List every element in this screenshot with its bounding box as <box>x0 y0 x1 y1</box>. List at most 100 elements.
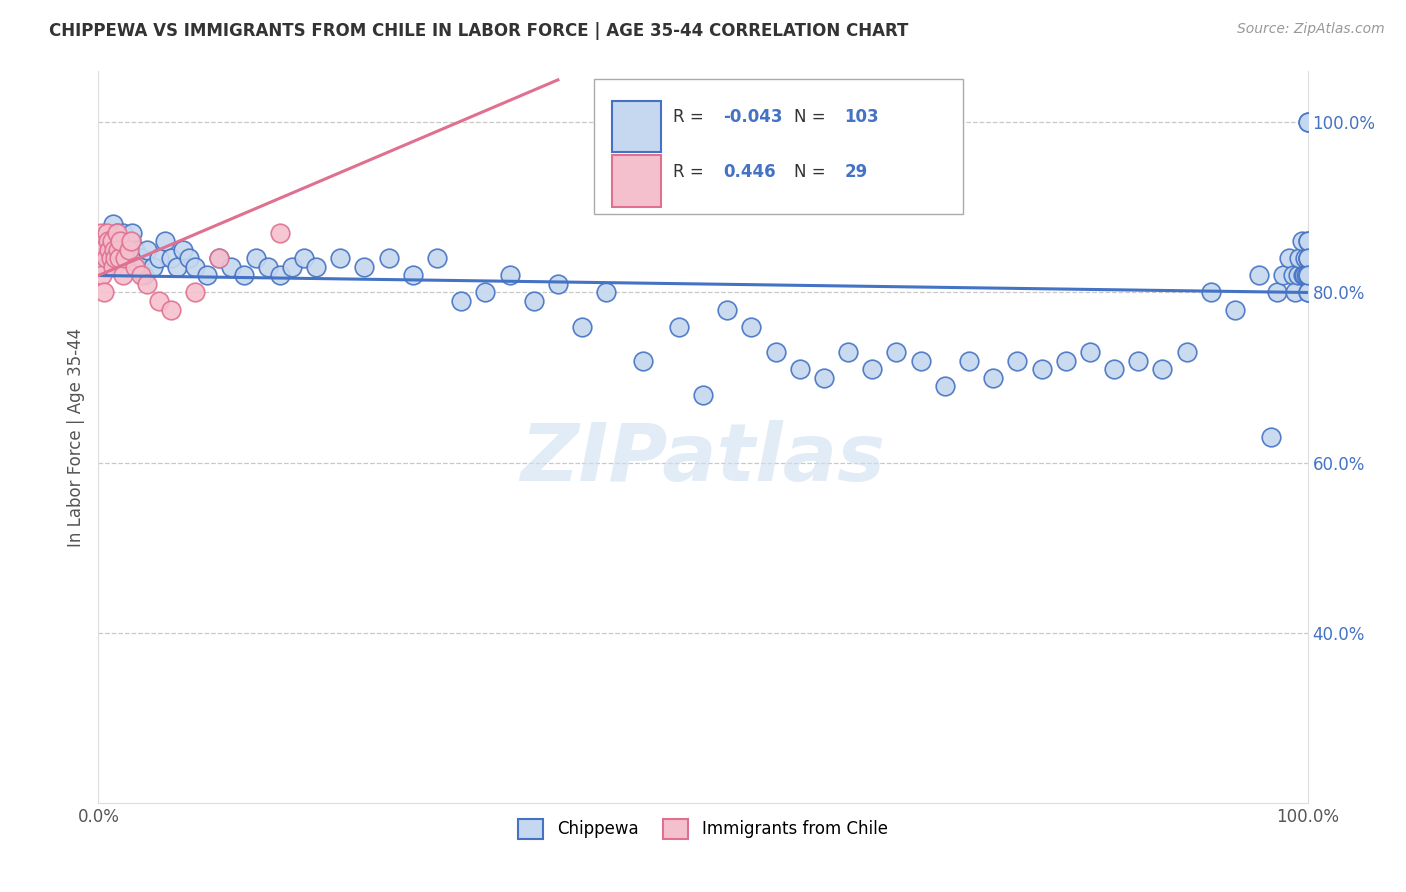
Point <box>104 252 127 266</box>
Text: ZIPatlas: ZIPatlas <box>520 420 886 498</box>
Point <box>118 243 141 257</box>
Point <box>256 260 278 274</box>
Point <box>93 285 115 300</box>
Point <box>148 293 170 308</box>
Point <box>571 319 593 334</box>
Point <box>245 252 267 266</box>
Point <box>292 252 315 266</box>
Point <box>160 252 183 266</box>
Point <box>474 285 496 300</box>
Point <box>135 277 157 291</box>
Point <box>1267 285 1289 300</box>
Point <box>1296 268 1319 283</box>
Point <box>105 226 128 240</box>
Point <box>353 260 375 274</box>
Point <box>1296 252 1319 266</box>
Y-axis label: In Labor Force | Age 35-44: In Labor Force | Age 35-44 <box>66 327 84 547</box>
Point <box>98 243 121 257</box>
Point <box>103 235 125 249</box>
Point <box>1296 115 1319 129</box>
Point <box>101 260 124 274</box>
Text: 103: 103 <box>845 108 879 126</box>
Point <box>105 226 128 240</box>
Point <box>1260 430 1282 444</box>
Point <box>100 252 122 266</box>
Point <box>97 235 120 249</box>
Point <box>121 226 143 240</box>
Point <box>1296 235 1319 249</box>
Point <box>269 226 291 240</box>
Point <box>957 353 980 368</box>
Point <box>981 370 1004 384</box>
Point <box>184 285 207 300</box>
Point <box>789 362 811 376</box>
Text: 0.446: 0.446 <box>724 163 776 181</box>
Point <box>910 353 932 368</box>
Point <box>115 243 138 257</box>
Point <box>232 268 254 283</box>
Point <box>114 260 136 274</box>
Text: R =: R = <box>672 108 703 126</box>
Point <box>114 252 136 266</box>
Point <box>1296 115 1319 129</box>
Point <box>716 302 738 317</box>
Point <box>595 285 617 300</box>
Point <box>148 252 170 266</box>
Point <box>94 252 117 266</box>
Point <box>108 243 131 257</box>
Point <box>1292 268 1315 283</box>
Point <box>547 277 569 291</box>
Point <box>1054 353 1077 368</box>
Point <box>1031 362 1053 376</box>
Point <box>1294 252 1316 266</box>
Point <box>329 252 352 266</box>
Point <box>179 252 201 266</box>
Point <box>631 353 654 368</box>
Point <box>1295 268 1317 283</box>
Point <box>498 268 520 283</box>
Point <box>129 268 152 283</box>
Point <box>108 235 131 249</box>
Point <box>1296 252 1319 266</box>
Point <box>208 252 231 266</box>
Point <box>100 243 122 257</box>
Point <box>129 252 152 266</box>
Point <box>1199 285 1222 300</box>
Text: R =: R = <box>672 163 703 181</box>
Point <box>1278 252 1301 266</box>
Point <box>740 319 762 334</box>
Point <box>208 252 231 266</box>
Point <box>96 226 118 240</box>
Point <box>1291 235 1313 249</box>
Point <box>127 260 149 274</box>
Point <box>96 226 118 240</box>
Point <box>108 252 131 266</box>
Point <box>120 235 142 249</box>
Point <box>124 260 146 274</box>
Point <box>837 345 859 359</box>
Point <box>1007 353 1029 368</box>
Point <box>1102 362 1125 376</box>
Point <box>124 243 146 257</box>
Point <box>377 252 399 266</box>
Point <box>692 387 714 401</box>
Point <box>1282 268 1305 283</box>
Point <box>93 260 115 274</box>
Point <box>142 260 165 274</box>
Point <box>153 235 176 249</box>
Point <box>450 293 472 308</box>
Point <box>886 345 908 359</box>
Point <box>1296 235 1319 249</box>
Point <box>90 226 112 240</box>
Point <box>1296 268 1319 283</box>
Text: N =: N = <box>793 108 825 126</box>
Point <box>1292 268 1315 283</box>
Point <box>402 268 425 283</box>
Point <box>668 319 690 334</box>
Point <box>135 243 157 257</box>
Point <box>118 252 141 266</box>
Point <box>813 370 835 384</box>
Point <box>107 243 129 257</box>
Point <box>107 252 129 266</box>
Point <box>100 235 122 249</box>
